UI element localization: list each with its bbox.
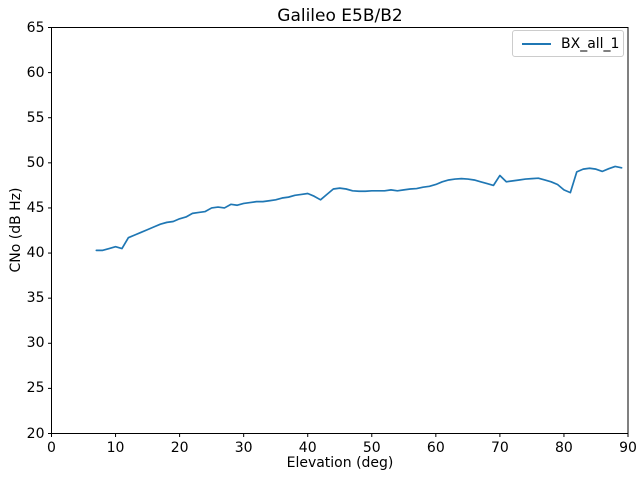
x-tick-label: 80 bbox=[555, 439, 573, 456]
x-tick-label: 70 bbox=[490, 439, 509, 456]
x-tick-label: 0 bbox=[47, 439, 56, 456]
x-tick-label: 20 bbox=[170, 439, 189, 456]
x-tick-label: 50 bbox=[362, 439, 381, 456]
legend-label: BX_all_1 bbox=[561, 35, 620, 52]
y-tick-label: 50 bbox=[26, 154, 45, 171]
y-tick-label: 40 bbox=[26, 245, 45, 262]
y-tick-label: 60 bbox=[26, 64, 45, 81]
plot-border bbox=[51, 27, 629, 434]
series-line-BX_all_1 bbox=[95, 165, 623, 252]
chart-title: Galileo E5B/B2 bbox=[277, 6, 403, 26]
x-tick-label: 60 bbox=[426, 439, 445, 456]
x-tick-label: 90 bbox=[619, 439, 637, 456]
y-tick-label: 35 bbox=[26, 290, 45, 307]
x-tick-label: 10 bbox=[106, 439, 125, 456]
legend-line-sample bbox=[522, 42, 551, 45]
legend: BX_all_1 bbox=[512, 30, 624, 57]
y-tick-label: 45 bbox=[26, 199, 45, 216]
y-tick-label: 65 bbox=[26, 19, 45, 36]
y-tick-label: 25 bbox=[26, 380, 45, 397]
x-tick-label: 30 bbox=[234, 439, 253, 456]
x-axis-label: Elevation (deg) bbox=[286, 455, 394, 471]
y-tick-label: 20 bbox=[26, 425, 45, 442]
y-tick-label: 30 bbox=[26, 335, 45, 352]
y-tick-label: 55 bbox=[26, 109, 45, 126]
x-tick-label: 40 bbox=[298, 439, 317, 456]
